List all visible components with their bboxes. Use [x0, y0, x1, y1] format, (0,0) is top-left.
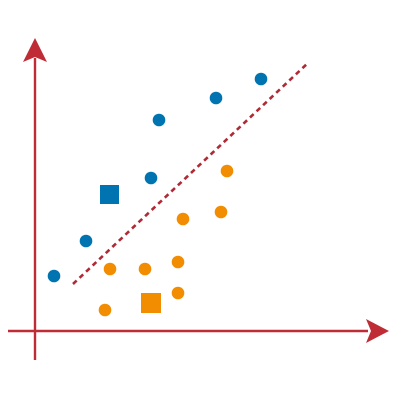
decision-boundary-dashed-line: [72, 61, 310, 285]
orange-data-point: [138, 262, 152, 276]
orange-data-point: [220, 164, 234, 178]
orange-data-point: [176, 212, 190, 226]
orange-data-point: [103, 262, 117, 276]
orange-data-point: [98, 303, 112, 317]
arrowhead-right-icon: [366, 319, 389, 343]
blue-data-point: [79, 234, 93, 248]
data-points: [47, 72, 268, 317]
orange-data-point: [214, 205, 228, 219]
orange-representative-square: [141, 293, 161, 313]
blue-data-point: [209, 91, 223, 105]
arrowhead-up-icon: [23, 38, 47, 62]
blue-data-point: [47, 269, 61, 283]
blue-data-point: [152, 113, 166, 127]
blue-representative-square: [100, 185, 119, 204]
orange-data-point: [171, 255, 185, 269]
blue-data-point: [144, 171, 158, 185]
blue-data-point: [254, 72, 268, 86]
orange-data-point: [171, 286, 185, 300]
axes: [8, 38, 389, 360]
